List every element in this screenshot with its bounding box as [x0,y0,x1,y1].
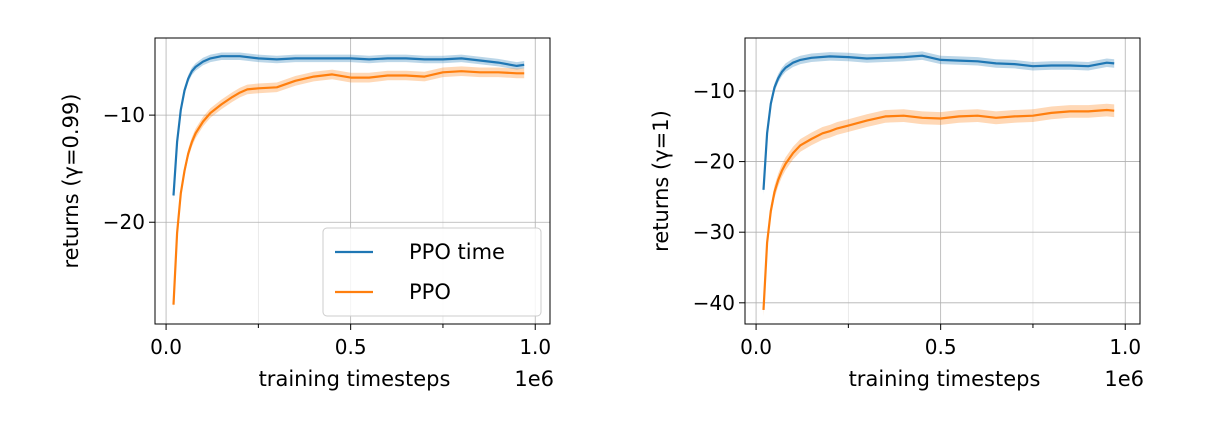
chart-1: 0.0 0.5 1.0 −10 −20 training timesteps 1e6 retu… [59,37,554,391]
y-tick-label: −20 [103,210,145,234]
x-tick-label: 0.5 [335,335,367,359]
series-line-2 [172,70,525,305]
y-tick-label: −30 [693,220,735,244]
chart-2: 0.0 0.5 1.0 −10 −20 −30 −40 training timesteps 1… [649,37,1144,391]
legend-label: PPO [409,280,451,304]
plot-frame [744,37,1141,325]
x-tick-label: 1.0 [1109,335,1141,359]
x-offset-label: 1e6 [514,367,554,391]
y-tick-label: −10 [103,103,145,127]
series-line-2 [762,108,1115,310]
plot-frame [154,37,551,325]
legend-label: PPO time [409,240,505,264]
y-axis-label: returns (γ=0.99) [59,94,83,269]
legend: PPO time PPO [322,227,542,317]
y-tick-label: −20 [693,150,735,174]
x-offset-label: 1e6 [1104,367,1144,391]
x-tick-label: 0.0 [740,335,772,359]
y-tick-label: −10 [693,79,735,103]
series-line-1 [762,54,1115,190]
series-line-1 [172,55,525,196]
y-tick-label: −40 [693,291,735,315]
x-tick-label: 0.0 [150,335,182,359]
y-axis-label: returns (γ=1) [649,110,673,252]
legend-box [322,227,542,317]
x-tick-label: 0.5 [925,335,957,359]
x-tick-label: 1.0 [519,335,551,359]
x-axis-label: training timesteps [849,367,1041,391]
x-axis-label: training timesteps [259,367,451,391]
